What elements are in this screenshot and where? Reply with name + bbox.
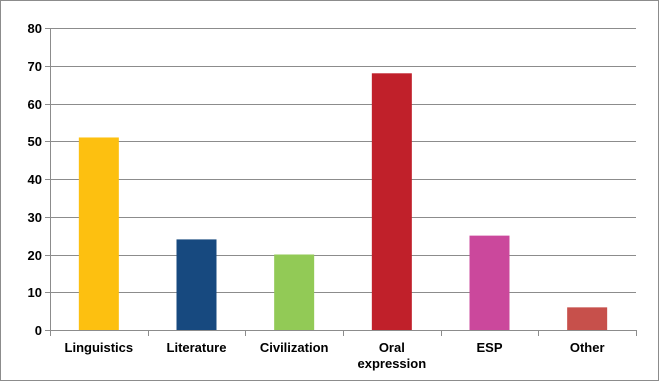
bars [78,73,608,331]
x-category-label: Oral expression [358,340,427,371]
y-tick-labels: 0 10 20 30 40 50 60 70 80 [28,21,42,338]
y-tick-label: 30 [28,210,42,225]
y-tick-label: 0 [35,323,42,338]
bar-other [567,307,608,330]
y-tick-label: 40 [28,172,42,187]
bar-linguistics [78,137,119,330]
x-category-label: Linguistics [65,340,134,355]
y-tick-label: 60 [28,97,42,112]
bar-esp [469,235,510,330]
bar-oral-expression [371,73,412,331]
x-category-label: ESP [476,340,502,355]
y-tick-label: 20 [28,248,42,263]
gridlines [50,28,636,293]
bar-civilization [274,254,315,330]
bar-literature [176,239,217,330]
y-tick-label: 70 [28,59,42,74]
x-category-labels: Linguistics Literature Civilization Oral exp… [65,340,605,371]
y-tick-label: 10 [28,285,42,300]
y-tick-label: 50 [28,134,42,149]
x-category-label: Other [570,340,605,355]
axes [45,28,637,336]
x-category-label: Civilization [260,340,329,355]
x-category-label: Literature [167,340,227,355]
y-tick-label: 80 [28,21,42,36]
